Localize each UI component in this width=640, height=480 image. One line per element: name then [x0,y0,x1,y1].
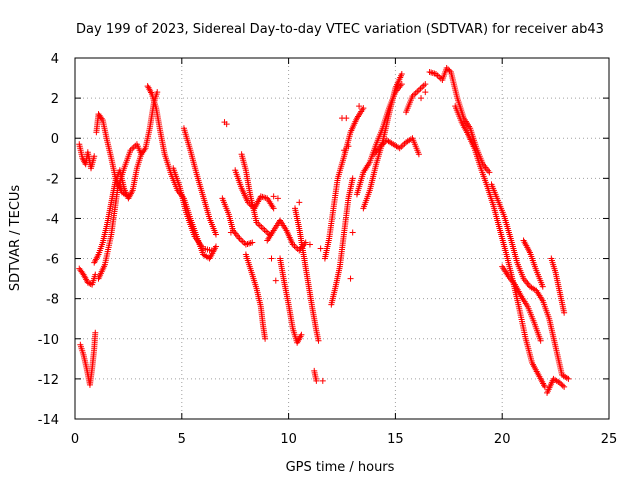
data-point [558,381,565,388]
data-point [317,245,324,252]
data-point [270,205,277,212]
x-axis-label: GPS time / hours [286,460,395,475]
data-points [76,65,572,396]
x-tick-label: 5 [178,432,186,447]
data-point [212,231,219,238]
data-point [298,331,305,338]
data-point [86,280,93,287]
grid-lines [75,58,609,419]
plot-frame [74,57,610,420]
data-point [92,329,99,336]
data-point [315,337,322,344]
data-point [296,199,303,206]
data-point [92,271,99,278]
data-point [227,229,234,236]
data-point [345,143,352,150]
data-point [422,89,429,96]
chart-title: Day 199 of 2023, Sidereal Day-to-day VTE… [76,22,604,37]
data-point [223,121,230,128]
y-tick-label: -10 [38,333,59,348]
y-tick-label: 4 [51,52,59,67]
x-tick-label: 0 [71,432,79,447]
y-axis-label: SDTVAR / TECUs [8,185,23,292]
data-point [274,195,281,202]
data-point [561,309,568,316]
data-point [313,377,320,384]
data-point [537,337,544,344]
data-point [343,115,350,122]
data-point [556,379,563,386]
y-tick-label: 0 [51,132,59,147]
data-point [398,71,405,78]
data-point [360,105,367,112]
y-tick-label: -8 [46,293,59,308]
data-point [154,89,161,96]
data-point [398,81,405,88]
data-point [268,255,275,262]
data-point [446,67,453,74]
x-tick-label: 20 [494,432,511,447]
data-point [347,275,354,282]
data-point [565,375,572,382]
data-point [208,247,215,254]
data-point [422,81,429,88]
y-tick-label: 2 [51,92,59,107]
x-tick-label: 10 [280,432,297,447]
data-point [262,335,269,342]
data-point [125,193,132,200]
data-point [341,147,348,154]
y-tick-label: -6 [46,253,59,268]
y-tick-label: -12 [38,373,59,388]
data-point [91,153,98,160]
data-point [539,283,546,290]
data-point [443,65,450,72]
data-point [561,383,568,390]
data-point [356,103,363,110]
data-point [349,229,356,236]
data-point [486,169,493,176]
x-tick-label: 15 [387,432,404,447]
data-point [272,277,279,284]
data-point [418,95,425,102]
data-point [541,383,548,390]
data-point [319,377,326,384]
data-point [349,175,356,182]
data-point [445,66,452,73]
data-point [138,151,145,158]
x-tick-label: 25 [601,432,618,447]
data-point [249,239,256,246]
data-point [306,241,313,248]
y-tick-label: -14 [38,413,59,428]
y-tick-label: -2 [46,172,59,187]
data-point [415,151,422,158]
data-point [212,243,219,250]
y-tick-label: -4 [46,212,59,227]
data-point [270,193,277,200]
data-point [559,382,566,389]
